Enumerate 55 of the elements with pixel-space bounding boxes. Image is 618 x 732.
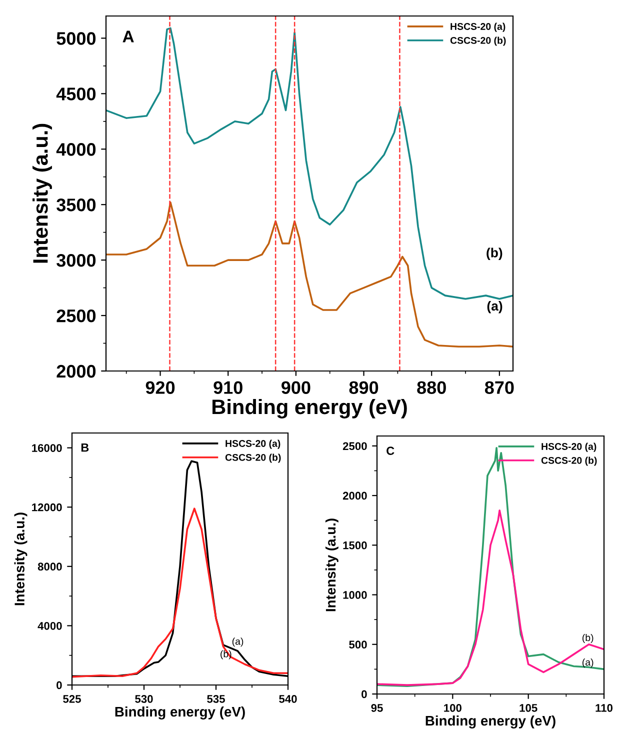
x-axis-title: Binding energy (eV) <box>426 715 556 728</box>
x-tick-label: 535 <box>207 695 225 703</box>
annotation: (a) <box>487 300 502 314</box>
y-tick-label: 5000 <box>56 32 96 45</box>
line-series <box>377 510 604 686</box>
line-series <box>72 508 288 678</box>
x-axis-title: Binding energy (eV) <box>115 706 245 720</box>
x-tick-label: 890 <box>349 381 378 394</box>
x-tick-label: 105 <box>520 704 538 712</box>
x-tick-label: 910 <box>214 381 242 394</box>
y-tick-label: 1500 <box>343 541 367 550</box>
annotation: C <box>386 446 394 455</box>
y-tick-label: 3000 <box>56 254 96 267</box>
y-tick-label: 2500 <box>56 309 96 322</box>
x-tick-label: 530 <box>135 695 153 703</box>
y-tick-label: 8000 <box>38 562 62 571</box>
y-tick-label: 500 <box>349 640 367 649</box>
x-tick-label: 920 <box>146 381 175 394</box>
legend-label: HSCS-20 (a) <box>542 442 596 452</box>
y-axis-title: Intensity (a.u.) <box>32 124 52 263</box>
x-tick-label: 525 <box>63 695 81 703</box>
annotation: (a) <box>232 638 244 647</box>
y-tick-label: 2500 <box>342 442 367 450</box>
y-tick-label: 2000 <box>56 364 96 378</box>
x-tick-label: 540 <box>279 695 297 703</box>
y-tick-label: 4000 <box>56 143 96 156</box>
annotation: (b) <box>486 248 502 260</box>
y-tick-label: 4000 <box>38 622 62 630</box>
legend-label: CSCS-20 (b) <box>225 454 281 463</box>
x-axis-title: Binding energy (eV) <box>212 398 407 418</box>
y-axis-title: Intensity (a.u.) <box>14 512 28 606</box>
y-tick-label: 12000 <box>32 503 62 512</box>
y-tick-label: 1000 <box>343 591 367 599</box>
y-tick-label: 4500 <box>56 88 96 100</box>
x-tick-label: 100 <box>444 704 462 712</box>
annotation: (a) <box>582 658 594 668</box>
legend-label: HSCS-20 (a) <box>450 22 506 32</box>
legend-label: CSCS-20 (b) <box>541 456 597 466</box>
x-tick-label: 900 <box>282 381 310 394</box>
y-tick-label: 16000 <box>32 444 62 452</box>
legend-label: CSCS-20 (b) <box>450 36 506 46</box>
line-series <box>106 201 513 348</box>
annotation: A <box>122 30 134 42</box>
y-tick-label: 3500 <box>56 198 96 212</box>
x-tick-label: 870 <box>484 381 514 394</box>
y-tick-label: 2000 <box>342 492 367 500</box>
legend-label: HSCS-20 (a) <box>226 440 280 449</box>
y-axis-title: Intensity (a.u.) <box>325 518 338 612</box>
annotation: (b) <box>582 634 594 644</box>
annotation: B <box>81 444 89 452</box>
y-tick-label: 0 <box>56 681 62 690</box>
x-tick-label: 880 <box>417 381 446 394</box>
x-tick-label: 110 <box>596 704 613 712</box>
x-tick-label: 95 <box>371 704 383 712</box>
y-tick-label: 0 <box>362 690 367 698</box>
